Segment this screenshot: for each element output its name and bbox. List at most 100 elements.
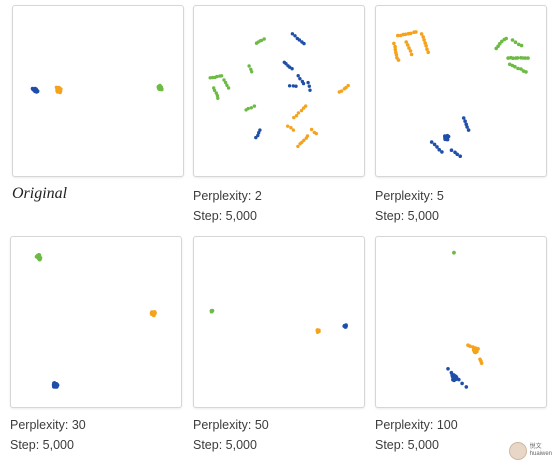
caption-step: Step: 5,000 bbox=[375, 209, 439, 223]
scatter-perplexity-2 bbox=[208, 32, 350, 149]
point-orange bbox=[422, 38, 426, 42]
point-orange bbox=[344, 85, 348, 90]
caption-step: Step: 5,000 bbox=[193, 438, 257, 452]
point-orange bbox=[394, 53, 399, 57]
point-blue bbox=[257, 131, 261, 135]
point-green bbox=[219, 74, 224, 78]
point-green bbox=[212, 88, 217, 93]
point-green bbox=[216, 96, 220, 101]
point-orange bbox=[419, 32, 424, 36]
point-orange bbox=[305, 134, 310, 138]
point-blue bbox=[296, 74, 300, 78]
point-blue bbox=[291, 84, 295, 88]
point-green bbox=[516, 42, 521, 47]
point-blue bbox=[455, 152, 459, 157]
point-orange bbox=[408, 49, 413, 53]
point-green bbox=[507, 62, 512, 67]
caption-perplexity-30: Perplexity: 30 Step: 5,000 bbox=[10, 415, 86, 455]
point-orange bbox=[396, 58, 401, 62]
point-blue bbox=[465, 125, 469, 129]
caption-perplexity-50: Perplexity: 50 Step: 5,000 bbox=[193, 415, 269, 455]
avatar bbox=[508, 442, 527, 460]
point-orange bbox=[425, 47, 429, 51]
point-green bbox=[249, 106, 253, 110]
point-blue bbox=[297, 38, 302, 42]
panel-perplexity-30 bbox=[10, 236, 182, 408]
caption-title: Original bbox=[12, 185, 68, 202]
point-green bbox=[524, 70, 528, 74]
point-orange bbox=[403, 32, 408, 37]
point-orange bbox=[392, 41, 396, 46]
point-blue bbox=[463, 119, 467, 123]
point-orange bbox=[479, 361, 484, 365]
point-orange bbox=[299, 108, 304, 113]
point-orange bbox=[296, 144, 300, 149]
point-orange bbox=[407, 46, 411, 50]
watermark-line2: huaiwen bbox=[529, 451, 552, 457]
caption-title: Perplexity: 5 bbox=[375, 189, 444, 203]
point-green bbox=[526, 56, 530, 60]
point-green bbox=[222, 78, 226, 82]
point-blue bbox=[307, 84, 311, 88]
point-blue bbox=[449, 148, 454, 152]
point-green bbox=[510, 38, 515, 42]
caption-title: Perplexity: 100 bbox=[375, 418, 458, 432]
point-blue bbox=[290, 32, 295, 36]
point-green bbox=[159, 87, 163, 91]
watermark-line1: 悦文 bbox=[529, 444, 542, 450]
point-orange bbox=[408, 31, 413, 36]
point-blue bbox=[443, 137, 447, 142]
point-blue bbox=[258, 128, 262, 132]
point-blue bbox=[54, 382, 59, 387]
point-blue bbox=[435, 145, 439, 149]
point-orange bbox=[414, 30, 418, 34]
scatter-perplexity-30 bbox=[34, 253, 157, 389]
point-orange bbox=[315, 329, 319, 333]
point-green bbox=[211, 309, 215, 313]
point-green bbox=[515, 56, 520, 60]
point-green bbox=[511, 56, 515, 60]
point-green bbox=[252, 104, 257, 108]
point-blue bbox=[432, 142, 437, 147]
point-orange bbox=[421, 35, 425, 39]
point-blue bbox=[457, 377, 461, 382]
point-green bbox=[246, 106, 250, 111]
point-green bbox=[210, 75, 215, 80]
point-orange bbox=[339, 89, 344, 93]
point-orange bbox=[396, 33, 400, 38]
point-orange bbox=[296, 111, 301, 115]
point-blue bbox=[440, 150, 444, 154]
point-orange bbox=[404, 40, 408, 44]
point-green bbox=[452, 250, 456, 255]
caption-step: Step: 5,000 bbox=[10, 438, 74, 452]
point-green bbox=[250, 70, 254, 74]
scatter-perplexity-100 bbox=[446, 250, 484, 389]
point-blue bbox=[287, 84, 292, 88]
point-blue bbox=[302, 41, 306, 46]
point-blue bbox=[294, 84, 298, 88]
point-blue bbox=[34, 87, 38, 91]
caption-perplexity-2: Perplexity: 2 Step: 5,000 bbox=[193, 186, 262, 226]
point-blue bbox=[298, 77, 302, 81]
point-green bbox=[523, 56, 527, 60]
caption-title: Perplexity: 50 bbox=[193, 418, 269, 432]
point-green bbox=[225, 83, 229, 88]
point-orange bbox=[286, 124, 290, 128]
point-blue bbox=[306, 80, 310, 85]
point-blue bbox=[254, 135, 258, 140]
caption-perplexity-5: Perplexity: 5 Step: 5,000 bbox=[375, 186, 444, 226]
point-orange bbox=[426, 50, 430, 55]
point-blue bbox=[449, 370, 454, 375]
caption-step: Step: 5,000 bbox=[375, 438, 439, 452]
caption-step: Step: 5,000 bbox=[193, 209, 257, 223]
point-blue bbox=[453, 374, 457, 378]
point-green bbox=[259, 38, 264, 43]
point-blue bbox=[458, 154, 462, 158]
point-orange bbox=[393, 47, 398, 52]
panel-perplexity-2 bbox=[193, 5, 365, 177]
point-orange bbox=[424, 44, 428, 48]
point-blue bbox=[464, 385, 469, 389]
point-green bbox=[223, 80, 228, 85]
point-blue bbox=[464, 122, 468, 127]
point-green bbox=[215, 94, 220, 98]
